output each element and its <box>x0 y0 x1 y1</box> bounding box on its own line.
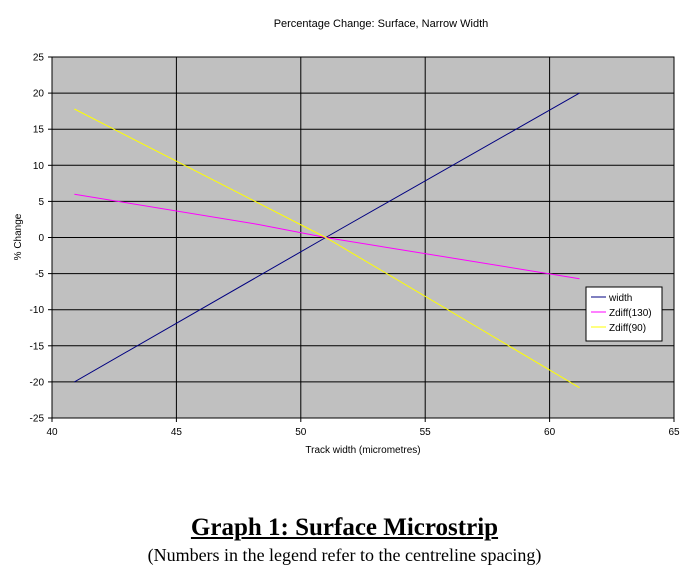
x-axis-title: Track width (micrometres) <box>305 445 420 456</box>
x-tick-label: 50 <box>295 427 307 438</box>
x-tick-label: 45 <box>171 427 183 438</box>
y-tick-label: 10 <box>33 161 45 172</box>
y-tick-label: 5 <box>38 197 44 208</box>
y-tick-label: -20 <box>30 377 45 388</box>
y-tick-label: 15 <box>33 125 45 136</box>
y-tick-label: -10 <box>30 305 45 316</box>
y-tick-label: -5 <box>35 269 44 280</box>
x-tick-label: 65 <box>668 427 680 438</box>
y-tick-label: 25 <box>33 53 45 64</box>
y-tick-label: 0 <box>38 233 44 244</box>
series-line-zdiff130 <box>74 193 580 280</box>
x-tick-label: 40 <box>46 427 58 438</box>
y-tick-label: -25 <box>30 414 45 425</box>
y-tick-label: -15 <box>30 341 45 352</box>
x-tick-label: 60 <box>544 427 556 438</box>
y-axis-title: % Change <box>13 213 24 260</box>
legend: width Zdiff(130) Zdiff(90) <box>585 286 663 342</box>
graph-caption-subtitle: (Numbers in the legend refer to the cent… <box>147 545 542 565</box>
x-tick-label: 55 <box>420 427 432 438</box>
graph-caption-title: Graph 1: Surface Microstrip <box>190 514 499 541</box>
chart-title: Percentage Change: Surface, Narrow Width <box>274 18 489 30</box>
line-chart: Percentage Change: Surface, Narrow Width… <box>13 18 680 456</box>
gridlines <box>48 56 675 422</box>
y-tick-label: 20 <box>33 89 45 100</box>
legend-label-width: width <box>608 293 632 304</box>
series-line-zdiff90 <box>74 108 580 389</box>
series-lines <box>74 92 580 389</box>
legend-box <box>585 286 663 342</box>
legend-label-zdiff90: Zdiff(90) <box>609 323 646 334</box>
legend-label-zdiff130: Zdiff(130) <box>609 308 652 319</box>
